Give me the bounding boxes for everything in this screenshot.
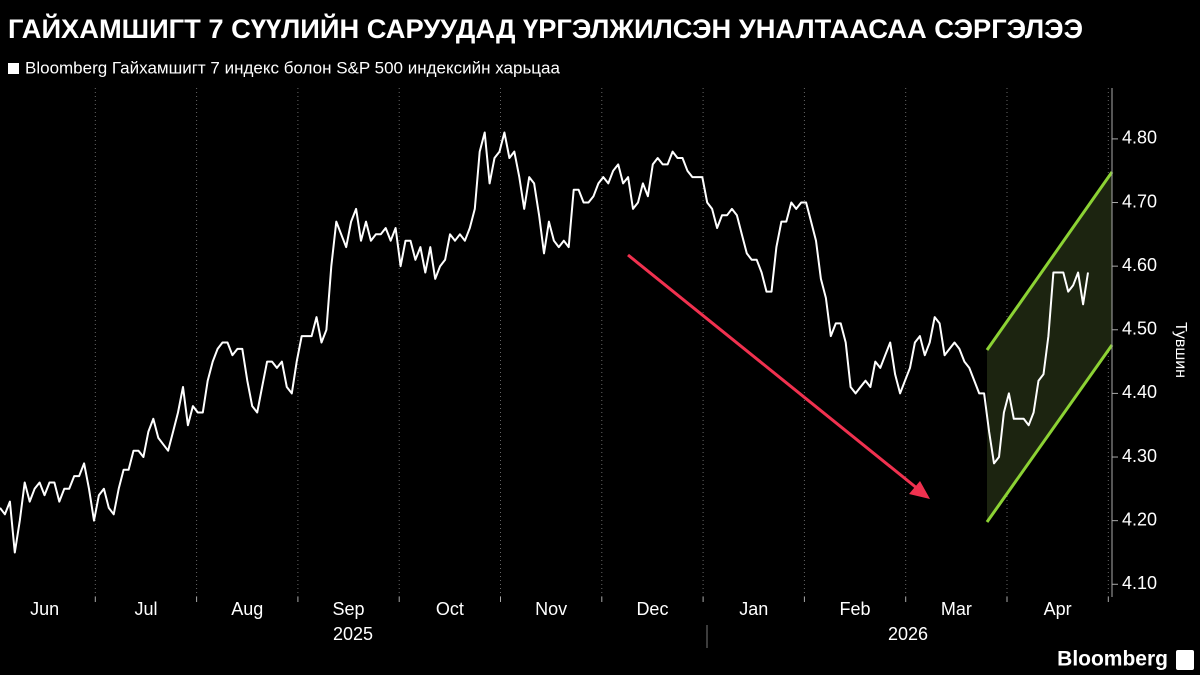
x-tick-label: Nov [535, 599, 567, 619]
x-tick-label: Feb [840, 599, 871, 619]
y-tick-label: 4.20 [1122, 509, 1157, 529]
line-series [0, 131, 1089, 554]
x-tick-label: Aug [231, 599, 263, 619]
subtitle-marker [8, 63, 19, 74]
x-tick-label: Sep [333, 599, 365, 619]
chart-subtitle: Bloomberg Гайхамшигт 7 индекс болон S&P … [25, 58, 560, 77]
channel-lower [985, 344, 1114, 523]
y-axis-label: Тувшин [1172, 322, 1189, 378]
x-tick-label: Mar [941, 599, 972, 619]
year-label: 2026 [888, 624, 928, 644]
y-tick-label: 4.10 [1122, 573, 1157, 593]
y-tick-label: 4.70 [1122, 191, 1157, 211]
x-tick-label: Dec [636, 599, 668, 619]
x-tick-label: Apr [1044, 599, 1072, 619]
trend-arrow-head [909, 481, 930, 499]
y-tick-label: 4.80 [1122, 128, 1157, 148]
channel-fill [987, 172, 1112, 522]
source: Bloomberg [1057, 648, 1168, 671]
x-tick-label: Jul [134, 599, 157, 619]
chart-title: ГАЙХАМШИГТ 7 СҮҮЛИЙН САРУУДАД ҮРГЭЛЖИЛСЭ… [8, 13, 1083, 44]
year-label: 2025 [333, 624, 373, 644]
source-logo [1176, 650, 1194, 670]
y-tick-label: 4.60 [1122, 255, 1157, 275]
y-tick-label: 4.30 [1122, 446, 1157, 466]
x-tick-label: Jan [739, 599, 768, 619]
y-tick-label: 4.50 [1122, 319, 1157, 339]
channel-upper [985, 171, 1114, 351]
x-tick-label: Oct [436, 599, 464, 619]
trend-arrow [627, 253, 919, 491]
x-tick-label: Jun [30, 599, 59, 619]
y-tick-label: 4.40 [1122, 382, 1157, 402]
